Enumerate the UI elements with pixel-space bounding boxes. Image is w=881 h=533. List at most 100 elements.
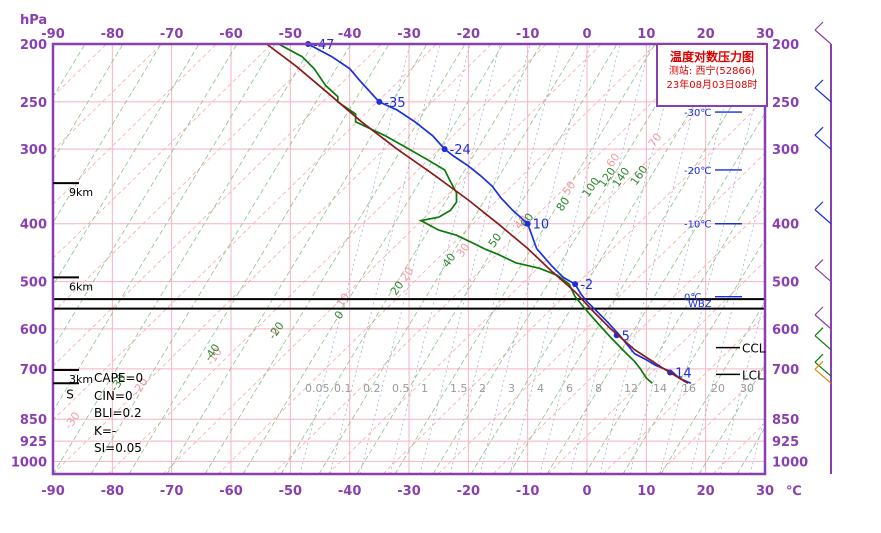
moist-adiabat-label: 50 — [486, 231, 505, 250]
mixing-ratio-line — [449, 44, 561, 474]
height-marker-label: 9km — [69, 186, 93, 199]
dry-adiabat-label: -30 — [62, 410, 83, 432]
mixing-ratio-label: 1.5 — [450, 382, 468, 395]
dry-adiabat-line — [53, 44, 438, 421]
pressure-tick-label-left: 500 — [20, 276, 47, 291]
stability-indices: CAPE=0 CIN=0 BLI=0.2 K=- SI=0.05 — [94, 370, 143, 458]
plot-frame — [51, 42, 767, 476]
pressure-tick-label-left: 400 — [20, 218, 47, 233]
temperature-profile-line — [307, 43, 692, 385]
temperature-level-label: -2 — [580, 278, 593, 293]
moist-adiabat-line — [90, 44, 352, 474]
dry-adiabat-line — [162, 44, 603, 474]
x-tick-label-top: -10 — [516, 27, 540, 42]
x-tick-label-bottom: -60 — [219, 484, 243, 499]
wind-barb-staff — [814, 335, 832, 351]
mixing-ratio-line — [629, 44, 741, 474]
temperature-level-label: -35 — [384, 96, 405, 111]
x-tick-label-top: -20 — [457, 27, 481, 42]
dry-adiabat-line — [657, 368, 765, 474]
dry-adiabat-label: 50 — [560, 179, 579, 198]
x-tick-label-top: 10 — [637, 27, 655, 42]
moist-adiabat-line — [698, 364, 765, 474]
x-tick-label-top: -70 — [160, 27, 184, 42]
k-value: K=- — [94, 423, 117, 438]
mixing-ratio-label: 16 — [682, 382, 696, 395]
level-marker-label: 0℃ — [684, 293, 702, 304]
mixing-ratio-line — [419, 44, 531, 474]
dry-adiabat-label: 70 — [646, 131, 665, 150]
dry-adiabat-line — [547, 260, 765, 474]
x-tick-label-top: 0 — [582, 27, 591, 42]
x-unit-label: ℃ — [786, 484, 802, 499]
mixing-ratio-label: 12 — [624, 382, 638, 395]
moist-adiabat-line — [356, 44, 618, 474]
temperature-level-marker — [524, 220, 531, 227]
dry-adiabat-line — [272, 44, 713, 474]
moist-adiabat-line — [546, 112, 765, 474]
wind-barb-staff — [814, 29, 832, 45]
mixing-ratio-label: 6 — [566, 382, 573, 395]
x-tick-label-top: -60 — [219, 27, 243, 42]
temperature-level-marker — [376, 98, 383, 105]
dry-adiabat-line — [53, 44, 493, 474]
chart-title: 温度对数压力图 — [669, 50, 754, 64]
dry-adiabat-line — [53, 44, 218, 205]
mixing-ratio-line — [359, 44, 471, 474]
x-tick-label-top: -40 — [338, 27, 362, 42]
pressure-tick-label-right: 200 — [772, 38, 799, 53]
dewpoint-profile-line — [278, 43, 653, 384]
height-marker-label: S — [66, 387, 74, 401]
x-tick-label-bottom: 30 — [756, 484, 774, 499]
dry-adiabat-line — [437, 152, 765, 474]
x-tick-label-bottom: 10 — [637, 484, 655, 499]
dry-adiabat-label-group: 30 — [454, 241, 473, 260]
height-marker-label: 6km — [69, 280, 93, 293]
mixing-ratio-line — [749, 413, 765, 474]
dry-adiabat-line — [53, 44, 383, 367]
x-tick-label-top: -50 — [279, 27, 303, 42]
level-marker-label: -20℃ — [684, 166, 712, 177]
level-marker-label: LCL — [742, 368, 764, 382]
dry-adiabat-line — [492, 206, 765, 474]
level-marker-label: -30℃ — [684, 108, 712, 119]
level-marker-label: CCL — [742, 342, 766, 356]
moist-adiabat-label: -20 — [266, 320, 287, 342]
moist-adiabat-line — [53, 44, 124, 161]
dry-adiabat-label: 30 — [454, 241, 473, 260]
pressure-tick-label-right: 250 — [772, 96, 799, 111]
mixing-ratio-line — [599, 44, 711, 474]
dry-adiabat-label-group: 50 — [560, 179, 579, 198]
moist-adiabat-line — [204, 44, 466, 474]
cin-value: CIN=0 — [94, 388, 133, 403]
mixing-ratio-label: 20 — [711, 382, 725, 395]
moist-adiabat-line — [53, 44, 200, 287]
wind-barb-flag — [814, 126, 824, 136]
dry-adiabat-label: 20 — [398, 265, 417, 284]
moist-adiabat-line — [432, 44, 694, 474]
x-tick-label-bottom: -70 — [160, 484, 184, 499]
x-tick-label-bottom: 0 — [582, 484, 591, 499]
moist-adiabat-label-group: 160 — [628, 163, 651, 188]
moist-adiabat-label-group: 0 — [332, 309, 347, 322]
moist-adiabat-label: 160 — [628, 163, 651, 188]
moist-adiabat-line — [470, 44, 732, 474]
dry-adiabat-line — [53, 44, 328, 313]
parcel-profile-line — [266, 43, 689, 385]
dry-adiabat-line — [327, 44, 765, 474]
pressure-tick-label-right: 1000 — [772, 455, 808, 470]
moist-adiabat-line — [736, 426, 765, 474]
mixing-ratio-label: 8 — [595, 382, 602, 395]
x-tick-label-bottom: -80 — [101, 484, 125, 499]
mixing-ratio-label: 30 — [740, 382, 754, 395]
dry-adiabat-line — [382, 98, 765, 474]
moist-adiabat-line — [508, 49, 765, 474]
moist-adiabat-line — [53, 44, 276, 412]
mixing-ratio-label: 3 — [508, 382, 515, 395]
pressure-tick-label-right: 600 — [772, 323, 799, 338]
pressure-tick-label-right: 700 — [772, 363, 799, 378]
dry-adiabat-line — [0, 0, 23, 474]
level-marker-label: -10℃ — [684, 220, 712, 231]
moist-adiabat-line — [53, 44, 314, 474]
pressure-tick-label-right: 500 — [772, 276, 799, 291]
